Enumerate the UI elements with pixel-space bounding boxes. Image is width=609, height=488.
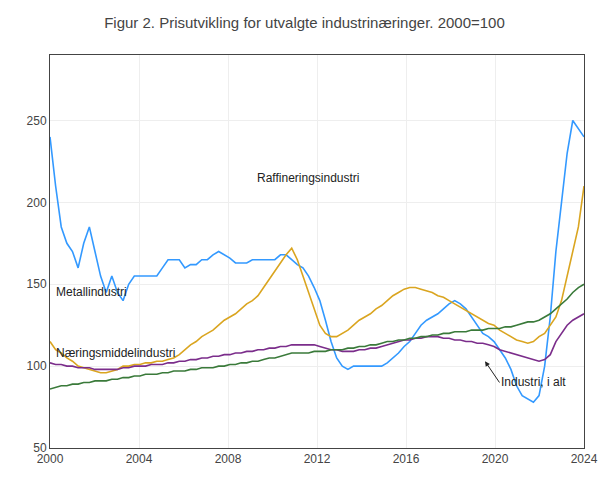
- svg-text:2004: 2004: [126, 452, 153, 466]
- svg-text:200: 200: [27, 196, 47, 210]
- svg-text:2012: 2012: [304, 452, 331, 466]
- svg-text:2008: 2008: [215, 452, 242, 466]
- svg-text:Figur 2. Prisutvikling for utv: Figur 2. Prisutvikling for utvalgte indu…: [104, 14, 505, 31]
- svg-text:50: 50: [33, 441, 47, 455]
- svg-text:Industri, i alt: Industri, i alt: [501, 375, 566, 389]
- svg-text:2000: 2000: [37, 452, 64, 466]
- svg-text:Raffineringsindustri: Raffineringsindustri: [257, 171, 360, 185]
- svg-text:Næringsmiddelindustri: Næringsmiddelindustri: [56, 346, 175, 360]
- svg-text:250: 250: [27, 114, 47, 128]
- svg-text:2020: 2020: [482, 452, 509, 466]
- svg-text:Metallindustri: Metallindustri: [56, 285, 127, 299]
- svg-text:2016: 2016: [393, 452, 420, 466]
- svg-text:2024: 2024: [571, 452, 598, 466]
- svg-text:150: 150: [27, 277, 47, 291]
- svg-text:100: 100: [27, 359, 47, 373]
